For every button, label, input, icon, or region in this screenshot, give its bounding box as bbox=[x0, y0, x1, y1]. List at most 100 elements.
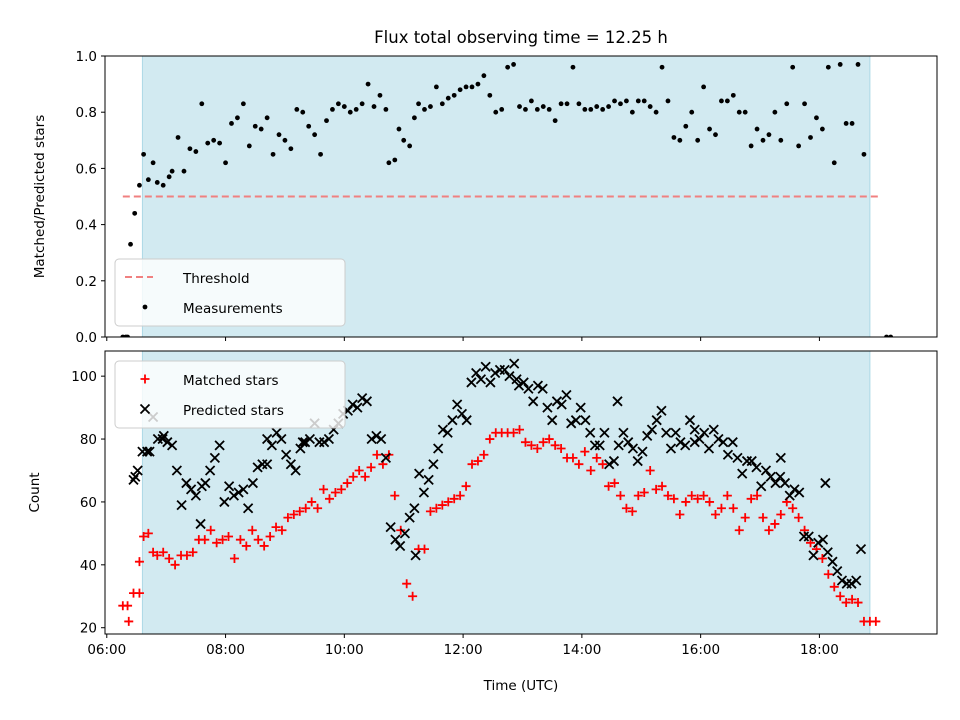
measurement-point bbox=[635, 98, 641, 104]
predicted-star-point bbox=[261, 433, 273, 445]
matched-star-point bbox=[734, 525, 744, 535]
matched-star-point bbox=[621, 503, 631, 513]
matched-star-point bbox=[485, 434, 495, 444]
predicted-star-point bbox=[380, 452, 392, 464]
measurement-point bbox=[428, 104, 433, 109]
predicted-star-point bbox=[528, 396, 539, 407]
predicted-star-point bbox=[817, 534, 829, 545]
matched-star-point bbox=[461, 481, 471, 491]
legend-entry-label: Predicted stars bbox=[183, 403, 284, 419]
measurement-point bbox=[150, 160, 156, 166]
predicted-star-point bbox=[347, 399, 358, 410]
measurement-point bbox=[175, 135, 181, 140]
predicted-star-point bbox=[594, 440, 605, 451]
y-tick-label: 0.8 bbox=[76, 105, 97, 121]
predicted-star-point bbox=[760, 465, 772, 476]
measurement-point bbox=[653, 109, 659, 115]
predicted-star-point bbox=[675, 437, 686, 448]
predicted-star-point bbox=[128, 474, 139, 486]
matched-star-point bbox=[574, 459, 584, 469]
measurement-point bbox=[416, 101, 421, 107]
measurement-point bbox=[837, 62, 843, 67]
matched-star-point bbox=[740, 513, 750, 523]
matched-star-point bbox=[710, 510, 720, 520]
measurement-point bbox=[713, 132, 718, 138]
matched-star-point bbox=[532, 443, 542, 453]
legend-predicted-swatch bbox=[139, 403, 151, 415]
matched-star-point bbox=[473, 456, 483, 466]
predicted-star-point bbox=[703, 443, 715, 454]
matched-star-point bbox=[449, 494, 459, 504]
measurement-point bbox=[873, 0, 878, 2]
predicted-star-point bbox=[214, 440, 225, 451]
predicted-star-point bbox=[166, 440, 178, 451]
legend-entry-label: Matched stars bbox=[183, 373, 279, 389]
predicted-star-point bbox=[832, 565, 843, 577]
matched-star-point bbox=[425, 506, 435, 516]
predicted-star-point bbox=[713, 433, 724, 445]
matched-star-point bbox=[289, 510, 299, 520]
measurement-point bbox=[252, 123, 258, 129]
predicted-star-point bbox=[352, 402, 363, 413]
matched-star-point bbox=[123, 601, 133, 611]
predicted-star-point bbox=[266, 440, 278, 451]
matched-star-point bbox=[853, 598, 863, 608]
measurement-point bbox=[570, 64, 576, 70]
matched-star-point bbox=[200, 535, 210, 545]
predicted-star-point bbox=[247, 477, 259, 489]
predicted-star-point bbox=[822, 547, 833, 558]
measurement-point bbox=[594, 104, 600, 109]
matched-star-point bbox=[592, 453, 602, 463]
y-tick-label: 1.0 bbox=[76, 49, 97, 65]
matched-star-point bbox=[307, 497, 317, 507]
measurement-point bbox=[629, 109, 635, 115]
predicted-star-point bbox=[855, 543, 867, 555]
chart-title: Flux total observing time = 12.25 h bbox=[374, 28, 668, 47]
measurement-point bbox=[205, 140, 211, 146]
matched-star-point bbox=[164, 554, 174, 564]
measurement-point bbox=[288, 146, 294, 152]
legend-box bbox=[114, 360, 346, 429]
measurement-point bbox=[422, 106, 427, 112]
measurement-point bbox=[469, 84, 475, 90]
y-tick-label: 0.4 bbox=[76, 218, 97, 234]
matched-star-point bbox=[134, 588, 144, 598]
matched-star-point bbox=[550, 440, 560, 450]
axes-frame bbox=[104, 55, 938, 338]
measurement-point bbox=[600, 106, 606, 112]
legend-measurement-swatch bbox=[142, 304, 148, 310]
matched-star-point bbox=[247, 525, 257, 535]
matched-star-point bbox=[758, 513, 768, 523]
matched-star-point bbox=[271, 522, 281, 532]
predicted-star-point bbox=[485, 377, 496, 388]
x-tick-label: 18:00 bbox=[800, 642, 839, 658]
matched-star-point bbox=[419, 544, 429, 554]
x-tick-label: 14:00 bbox=[562, 642, 601, 658]
y-tick-label: 80 bbox=[80, 432, 97, 448]
predicted-star-point bbox=[656, 405, 667, 416]
measurement-point bbox=[235, 115, 240, 121]
matched-star-point bbox=[829, 582, 839, 592]
measurement-point bbox=[377, 92, 383, 98]
predicted-star-point bbox=[665, 443, 677, 454]
predicted-star-point bbox=[371, 430, 382, 442]
measurement-point bbox=[730, 92, 736, 98]
matched-star-point bbox=[598, 459, 608, 469]
measurement-point bbox=[145, 177, 151, 183]
y-tick-label: 100 bbox=[71, 369, 97, 385]
predicted-star-point bbox=[509, 358, 520, 369]
predicted-star-point bbox=[827, 556, 838, 567]
measurement-point bbox=[736, 109, 742, 115]
predicted-star-point bbox=[442, 427, 453, 438]
predicted-star-point bbox=[670, 427, 681, 438]
predicted-star-point bbox=[580, 415, 591, 426]
matched-star-point bbox=[479, 450, 489, 460]
y-tick-label: 40 bbox=[80, 558, 97, 574]
measurement-point bbox=[439, 101, 445, 107]
measurement-point bbox=[790, 64, 796, 70]
predicted-star-point bbox=[261, 459, 273, 470]
measurement-point bbox=[154, 180, 160, 185]
count-plot: 06:00 08:00 10:00 12:00 14:00 16:00 18:00 20 40 6… bbox=[27, 350, 938, 694]
predicted-star-point bbox=[689, 437, 700, 448]
predicted-star-point bbox=[280, 449, 292, 460]
